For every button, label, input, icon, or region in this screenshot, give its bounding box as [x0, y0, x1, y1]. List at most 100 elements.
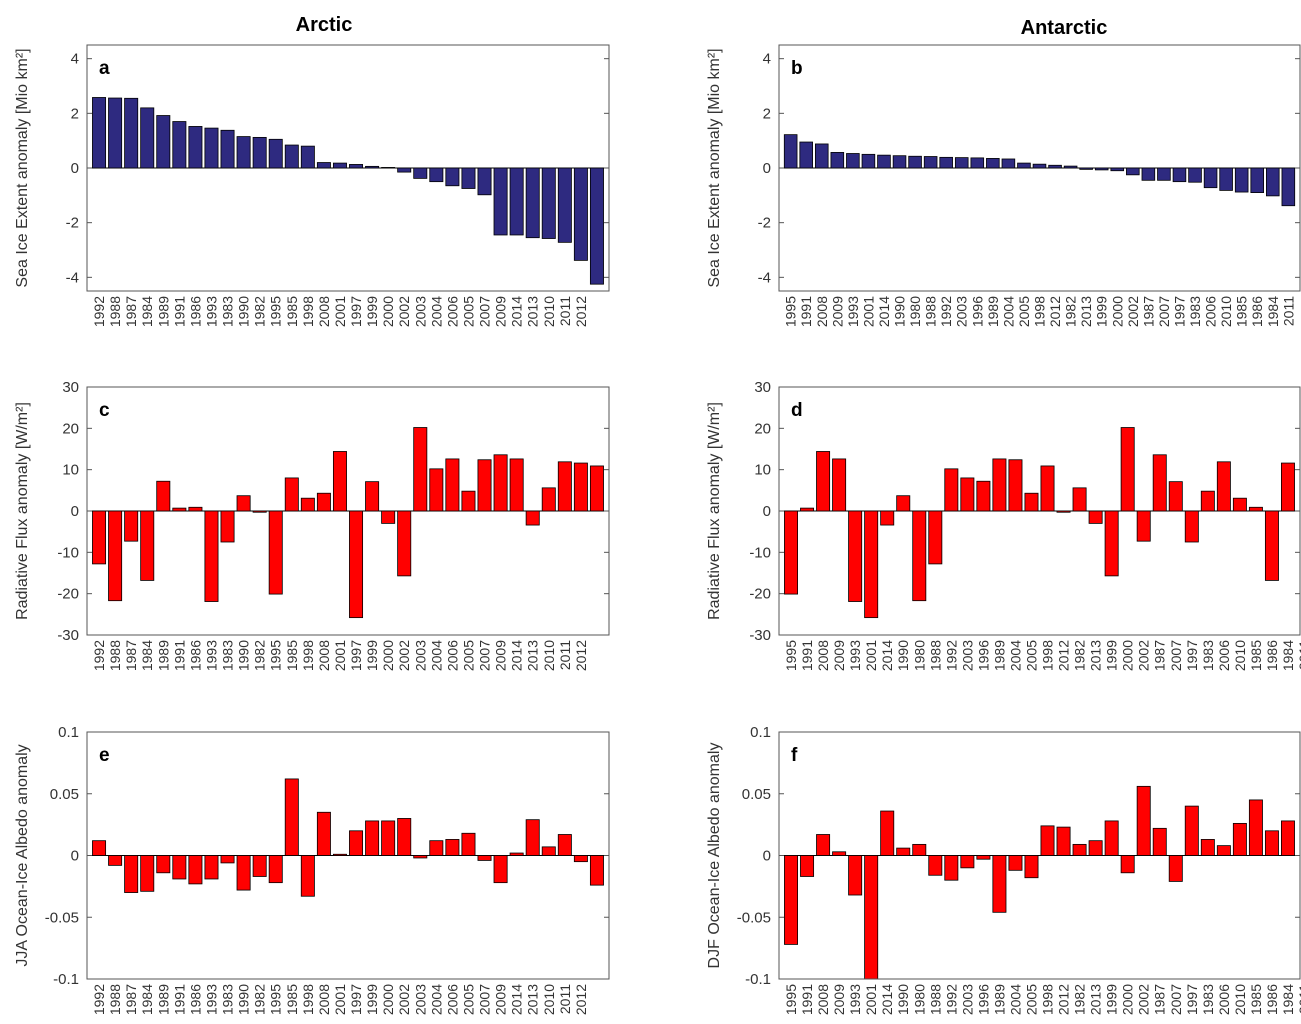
bar	[445, 458, 460, 512]
x-tick-label: 2000	[380, 984, 396, 1015]
bar	[445, 167, 460, 187]
bar	[1281, 462, 1295, 512]
x-tick-label: 2000	[1109, 296, 1125, 327]
bar	[892, 155, 907, 169]
x-tick-label: 1985	[284, 984, 300, 1015]
x-tick-label: 2000	[380, 640, 396, 671]
bar	[944, 855, 959, 881]
y-tick-label: 0	[763, 503, 771, 520]
bar	[1248, 799, 1263, 856]
bar	[365, 481, 380, 512]
bar	[332, 853, 347, 856]
bar	[236, 495, 251, 512]
x-tick-label: 2012	[573, 640, 589, 671]
bar	[960, 855, 975, 869]
x-tick-label: 1999	[1094, 296, 1110, 327]
y-axis-label: Radiative Flux anomaly [W/m²]	[706, 402, 723, 620]
x-tick-label: 2004	[428, 640, 444, 671]
bar	[124, 855, 139, 893]
bar	[1281, 167, 1296, 207]
bar	[1266, 167, 1280, 197]
x-tick-label: 1999	[1104, 640, 1120, 671]
y-tick-label: -4	[66, 269, 79, 286]
bar	[1040, 465, 1055, 512]
x-tick-label: 2003	[412, 296, 428, 327]
column-title-antarctic: Antarctic	[1021, 17, 1108, 39]
bar	[156, 115, 171, 169]
x-tick-label: 2010	[541, 296, 557, 327]
bar	[493, 167, 508, 236]
x-tick-label: 2000	[1120, 984, 1136, 1015]
x-tick-label: 2001	[860, 296, 876, 327]
x-tick-label: 1984	[1265, 296, 1281, 327]
plot-frame	[778, 731, 1301, 980]
x-tick-label: 2010	[1232, 640, 1248, 671]
x-tick-label: 1984	[139, 296, 155, 327]
bar	[204, 855, 219, 880]
bar	[445, 839, 460, 856]
x-tick-label: 1991	[798, 296, 814, 327]
plot-frame	[86, 731, 610, 980]
bar	[1264, 510, 1279, 581]
x-tick-label: 2014	[509, 984, 525, 1015]
y-tick-label: 0	[71, 503, 79, 520]
bar	[252, 855, 267, 877]
x-tick-label: 1998	[1040, 984, 1056, 1015]
plot-frame	[778, 44, 1301, 292]
x-tick-label: 2009	[493, 640, 509, 671]
x-tick-label: 2006	[1216, 640, 1232, 671]
x-tick-label: 2013	[1088, 640, 1104, 671]
x-tick-label: 2007	[1168, 984, 1184, 1015]
bar	[525, 819, 540, 856]
bar	[1056, 510, 1071, 513]
bar	[493, 454, 508, 512]
bar	[1032, 163, 1047, 169]
x-tick-label: 2003	[412, 640, 428, 671]
bar	[1232, 497, 1247, 512]
x-tick-label: 1992	[91, 640, 107, 671]
bar	[172, 855, 187, 880]
x-tick-label: 1984	[139, 640, 155, 671]
x-tick-label: 2002	[1125, 296, 1141, 327]
bar	[912, 510, 927, 602]
bar	[573, 462, 588, 512]
x-tick-label: 1997	[1184, 984, 1200, 1015]
x-tick-label: 1998	[1032, 296, 1048, 327]
x-tick-label: 2010	[541, 984, 557, 1015]
y-tick-label: 0	[763, 160, 771, 177]
bar	[846, 153, 860, 169]
x-tick-label: 2013	[525, 984, 541, 1015]
bar	[92, 97, 107, 169]
x-tick-label: 1988	[927, 984, 943, 1015]
bar	[1200, 490, 1215, 512]
bar	[800, 855, 815, 877]
x-tick-label: 1988	[107, 296, 123, 327]
x-tick-label: 2004	[428, 296, 444, 327]
bar	[557, 461, 572, 512]
x-tick-label: 2002	[1136, 640, 1152, 671]
bar	[1072, 843, 1087, 856]
x-tick-label: 1982	[252, 984, 268, 1015]
x-tick-label: 2011	[557, 640, 573, 670]
bar	[832, 458, 847, 512]
bar	[525, 510, 540, 526]
bar	[188, 126, 203, 169]
y-tick-label: -0.1	[745, 971, 771, 988]
bar	[784, 855, 799, 945]
x-tick-label: 2011	[1296, 640, 1301, 670]
x-tick-label: 1998	[1040, 640, 1056, 671]
x-tick-label: 1982	[1063, 296, 1079, 327]
y-axis-label: DJF Ocean-Ice Albedo anomaly	[706, 743, 723, 969]
x-tick-label: 1982	[252, 640, 268, 671]
bar	[429, 468, 444, 512]
x-tick-label: 1987	[123, 640, 139, 671]
y-tick-label: 20	[62, 420, 79, 437]
y-tick-label: -30	[57, 627, 79, 644]
bar	[541, 167, 556, 239]
bar	[493, 855, 508, 884]
bar	[108, 855, 123, 866]
x-tick-label: 2010	[1232, 984, 1248, 1015]
x-tick-label: 1984	[1280, 640, 1296, 671]
bar	[349, 830, 364, 856]
x-tick-label: 2012	[573, 296, 589, 327]
